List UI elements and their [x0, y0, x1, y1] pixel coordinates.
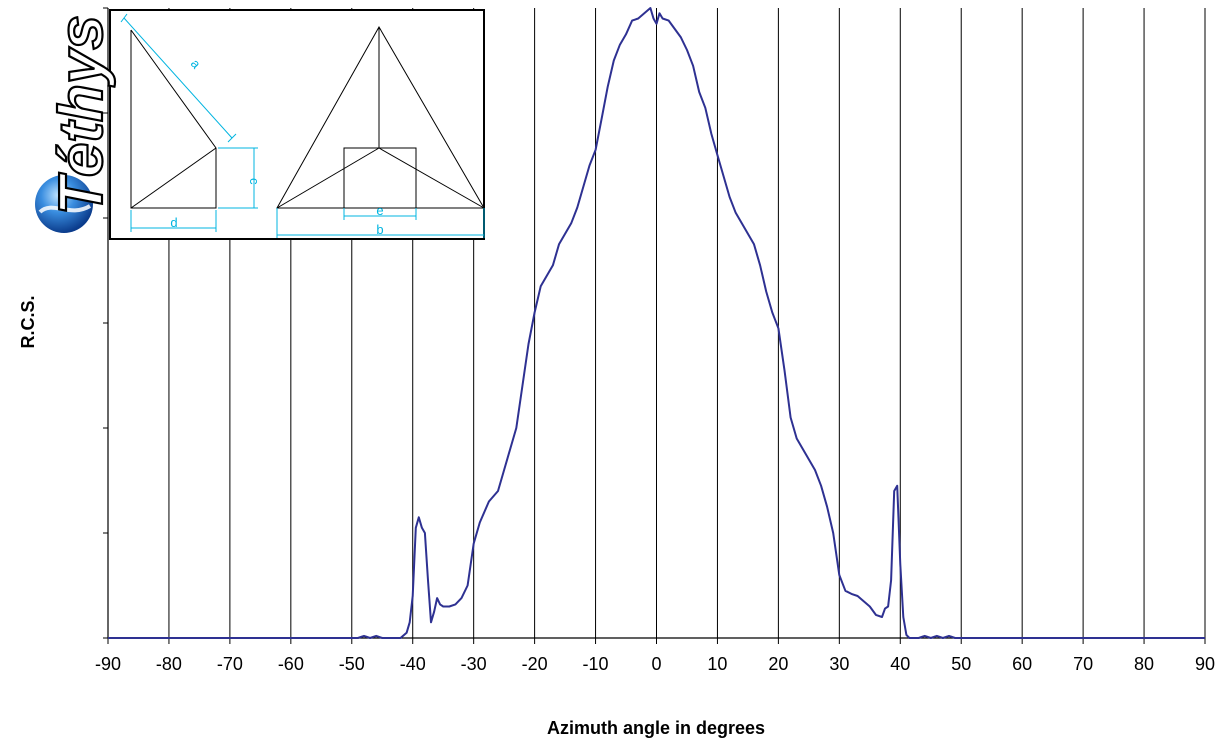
x-tick-label: 70: [1073, 654, 1093, 674]
tethys-logo: Téthys: [35, 14, 117, 233]
x-tick-label: -50: [339, 654, 365, 674]
x-tick-label: -20: [522, 654, 548, 674]
inset-label-e: e: [376, 203, 383, 218]
series-layer: [108, 7, 1205, 639]
x-tick-label: 30: [829, 654, 849, 674]
inset-front-dimensions: [276, 208, 485, 238]
x-tick-label: 50: [951, 654, 971, 674]
inset-frame: [109, 9, 485, 240]
x-tick-label: 60: [1012, 654, 1032, 674]
globe-icon: [35, 175, 93, 233]
x-tick-label: 10: [707, 654, 727, 674]
y-axis-ticks: [103, 7, 108, 639]
rcs-series-line: [108, 7, 1205, 639]
x-tick-label: -10: [583, 654, 609, 674]
x-tick-label: -80: [156, 654, 182, 674]
inset-label-c: c: [247, 178, 262, 185]
x-axis-title: Azimuth angle in degrees: [547, 718, 765, 738]
x-tick-label: -40: [400, 654, 426, 674]
inset-diagram: a c d e b: [109, 9, 485, 240]
x-tick-label: 90: [1195, 654, 1215, 674]
x-tick-label: -30: [461, 654, 487, 674]
y-axis-title: R.C.S.: [18, 295, 38, 348]
x-tick-label: 40: [890, 654, 910, 674]
x-tick-label: 20: [768, 654, 788, 674]
x-tick-labels: -90 -80 -70 -60 -50 -40 -30 -20 -10 0 10 20 30 40 50 60…: [95, 654, 1215, 674]
inset-label-d: d: [170, 215, 177, 230]
inset-side-view: [130, 29, 217, 209]
x-tick-label: 0: [651, 654, 661, 674]
inset-front-view: [276, 25, 485, 209]
x-tick-label: -70: [217, 654, 243, 674]
inset-label-b: b: [376, 222, 383, 237]
x-tick-label: -60: [278, 654, 304, 674]
x-tick-label: 80: [1134, 654, 1154, 674]
inset-side-dimensions: [120, 13, 258, 232]
x-tick-label: -90: [95, 654, 121, 674]
tethys-wordmark: Téthys: [47, 15, 116, 215]
